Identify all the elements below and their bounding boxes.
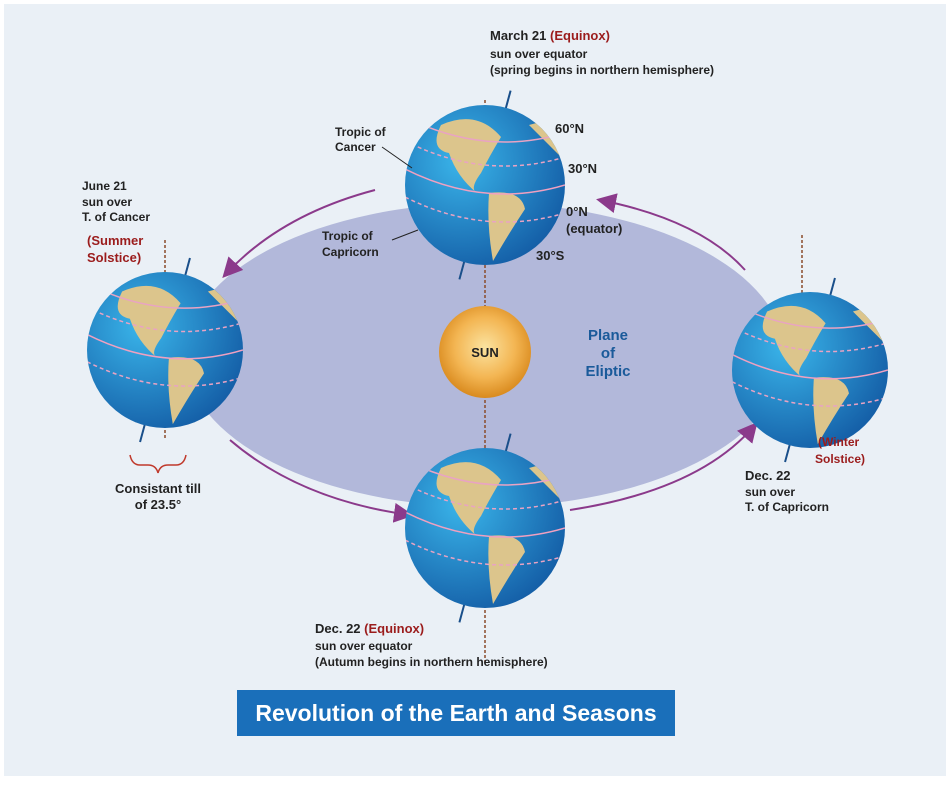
note: T. of Cancer xyxy=(82,210,150,224)
event: Solstice) xyxy=(87,250,141,265)
land xyxy=(488,535,525,604)
latitude: 30°N xyxy=(568,161,597,176)
orbit-arrow xyxy=(569,421,758,511)
plane-label-line: of xyxy=(601,345,616,362)
orbit-arrow xyxy=(229,439,414,523)
event: (Equinox) xyxy=(550,28,610,43)
land xyxy=(436,462,501,536)
title-box xyxy=(237,690,675,736)
latitude: 0°N xyxy=(566,204,588,219)
note: sun over xyxy=(745,485,795,499)
note: sun over xyxy=(82,195,132,209)
land xyxy=(813,377,849,445)
latitude-line xyxy=(87,306,243,333)
note: sun over equator xyxy=(315,639,413,653)
note: (Autumn begins in northern hemisphere) xyxy=(315,655,548,669)
sun xyxy=(439,306,531,398)
latitude: (equator) xyxy=(566,221,622,236)
tilt-note: of 23.5° xyxy=(135,497,181,512)
latitude-line xyxy=(405,168,565,195)
sun-label: SUN xyxy=(471,345,498,360)
orbit-arrow xyxy=(222,189,376,278)
plane-label-line: Plane xyxy=(588,327,628,344)
land xyxy=(117,285,181,358)
date: Dec. 22 xyxy=(745,468,791,483)
land xyxy=(488,192,525,261)
latitude-line xyxy=(87,333,243,360)
land xyxy=(436,119,501,193)
top-heading: March 21 (Equinox) xyxy=(490,28,610,43)
note: sun over equator xyxy=(490,47,588,61)
latitude-line xyxy=(87,361,243,387)
tilt-note: Consistant till xyxy=(115,481,201,496)
latitude: 30°S xyxy=(536,248,565,263)
date: Dec. 22 xyxy=(315,621,361,636)
land xyxy=(168,357,204,425)
note: (spring begins in northern hemisphere) xyxy=(490,63,714,77)
globe xyxy=(405,433,565,623)
latitude-line xyxy=(405,511,565,538)
title: Revolution of the Earth and Seasons xyxy=(255,700,656,726)
pointer xyxy=(391,229,419,241)
event: (Equinox) xyxy=(364,621,424,636)
note: T. of Capricorn xyxy=(745,500,829,514)
tropic-label: Tropic of xyxy=(322,229,374,243)
tropic-label: Capricorn xyxy=(322,245,379,259)
bottom-heading: Dec. 22 (Equinox) xyxy=(315,621,424,636)
land xyxy=(762,305,826,378)
date: March 21 xyxy=(490,28,546,43)
event: Solstice) xyxy=(815,452,865,466)
globes xyxy=(87,90,888,623)
globe xyxy=(87,257,243,443)
brace xyxy=(129,454,187,474)
plane-label-line: Eliptic xyxy=(585,363,630,380)
latitude-line xyxy=(732,353,888,380)
tropic-label: Cancer xyxy=(335,140,376,154)
tropic-label: Tropic of xyxy=(335,125,387,139)
latitude-line xyxy=(732,381,888,407)
event: (Summer xyxy=(87,233,143,248)
latitude: 60°N xyxy=(555,121,584,136)
date: June 21 xyxy=(82,179,127,193)
latitude-line xyxy=(732,326,888,353)
event: (Winter xyxy=(818,435,860,449)
orbit-arrow xyxy=(596,193,746,271)
pointer xyxy=(381,146,413,169)
plane-label: Plane of Eliptic xyxy=(585,327,630,380)
